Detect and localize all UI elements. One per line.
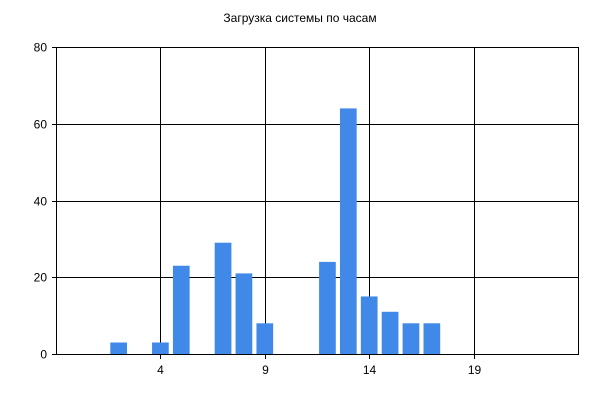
bar xyxy=(402,323,420,354)
chart-title: Загрузка системы по часам xyxy=(223,11,377,25)
x-tick-label: 19 xyxy=(468,363,482,377)
x-tick-label: 9 xyxy=(262,363,269,377)
bar xyxy=(360,296,378,354)
grid-lines xyxy=(56,47,578,354)
axes xyxy=(52,47,579,359)
bar xyxy=(381,311,399,354)
bar xyxy=(319,261,336,354)
bar xyxy=(152,342,169,354)
bar xyxy=(110,342,127,354)
y-tick-labels: 0 20 40 60 80 xyxy=(34,41,48,362)
x-tick-label: 4 xyxy=(157,363,164,377)
bar xyxy=(339,108,357,355)
bar xyxy=(214,242,232,354)
x-tick-label: 14 xyxy=(363,363,377,377)
y-tick-label: 80 xyxy=(34,41,48,55)
bars xyxy=(110,108,441,355)
y-tick-label: 40 xyxy=(34,195,48,209)
y-tick-label: 0 xyxy=(40,348,47,362)
y-tick-label: 20 xyxy=(34,271,48,285)
x-tick-labels: 4 9 14 19 xyxy=(157,363,481,377)
bar xyxy=(235,273,253,354)
y-tick-label: 60 xyxy=(34,118,48,132)
bar xyxy=(172,265,190,354)
bar xyxy=(423,323,441,354)
bar xyxy=(256,323,274,354)
